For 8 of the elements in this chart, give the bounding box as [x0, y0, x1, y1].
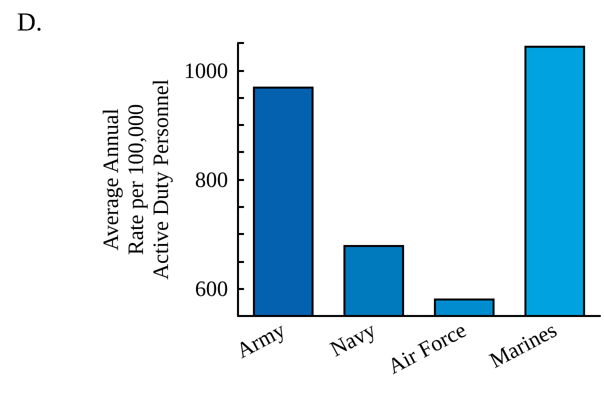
y-axis-title: Average Annual Rate per 100,000 Active Duty Personnel: [98, 79, 174, 280]
y-tick-label: 600: [195, 276, 228, 302]
x-tick-label: Navy: [326, 316, 380, 362]
text: D.: [17, 8, 42, 36]
y-tick-label: 1000: [184, 58, 228, 83]
y-tick-label: 800: [195, 167, 228, 192]
x-tick-label: Air Force: [383, 316, 470, 379]
x-tick-label: Army: [232, 316, 290, 364]
